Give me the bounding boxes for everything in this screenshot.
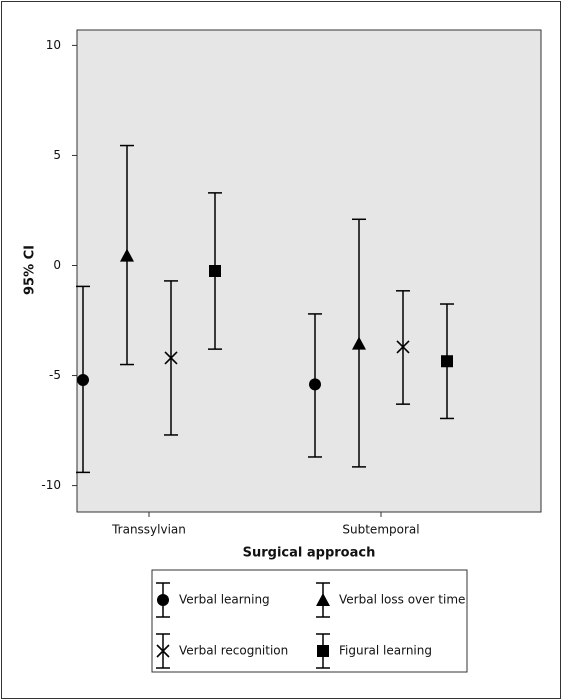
legend-marker: [316, 593, 330, 606]
legend-label: Figural learning: [339, 644, 432, 658]
marker: [77, 373, 89, 386]
marker: [120, 248, 134, 262]
legend-label: Verbal learning: [179, 593, 270, 607]
y-tick-label: 5: [53, 148, 61, 162]
y-tick-label: -10: [41, 478, 61, 492]
y-axis-label: 95% CI: [23, 245, 38, 295]
legend: [151, 569, 468, 673]
x-axis-label: Surgical approach: [243, 546, 376, 561]
x-tick-label: Subtemporal: [342, 523, 419, 537]
x-tick-label: Transsylvian: [111, 523, 186, 537]
marker: [164, 351, 178, 365]
y-tick-label: -5: [49, 368, 61, 382]
legend-label: Verbal recognition: [179, 644, 288, 658]
marker: [352, 336, 366, 350]
legend-marker: [156, 644, 170, 658]
legend-marker: [157, 594, 169, 606]
marker: [441, 355, 453, 368]
marker: [209, 265, 221, 277]
plot-area: [76, 29, 542, 513]
marker: [396, 340, 410, 354]
marker: [309, 378, 321, 391]
y-tick-label: 0: [53, 258, 61, 272]
legend-label: Verbal loss over time: [339, 593, 465, 607]
y-tick-label: 10: [46, 38, 61, 52]
legend-marker: [317, 645, 329, 657]
